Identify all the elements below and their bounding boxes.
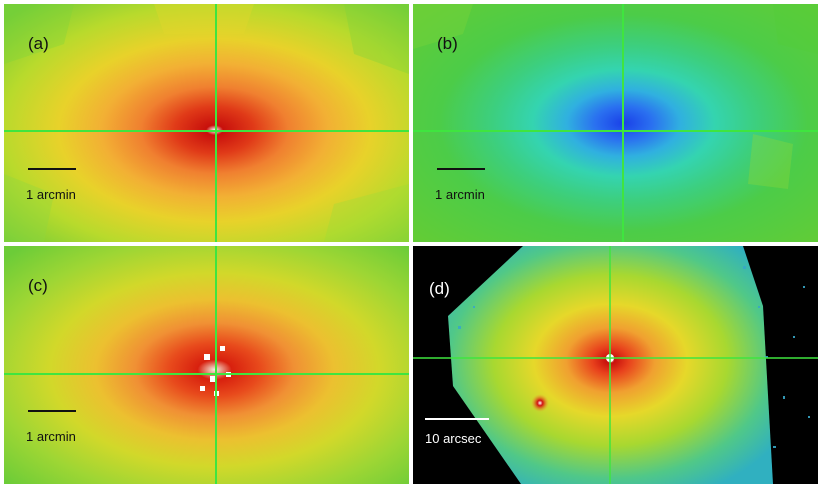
- panel-d-point-source: [531, 394, 549, 412]
- panel-b-image: [413, 4, 818, 242]
- panel-b-label: (b): [437, 34, 458, 53]
- panel-d-edge-noise: [458, 266, 810, 448]
- panel-c-map: (c) 1 arcmin: [4, 246, 409, 484]
- panel-d-scale-bar: [425, 418, 489, 420]
- panel-c-scale-label: 1 arcmin: [26, 429, 76, 444]
- panel-b-map: (b) 1 arcmin: [413, 4, 818, 242]
- panel-c-label: (c): [28, 276, 48, 295]
- panel-a-cells: [4, 4, 409, 242]
- panel-d-image: (d) 10 arcsec: [413, 246, 818, 484]
- panel-b-scale-bar: [437, 168, 485, 170]
- panel-d-scale-label: 10 arcsec: [425, 431, 482, 446]
- panel-a-scale-bar: [28, 168, 76, 170]
- panel-d-observation: [413, 246, 818, 484]
- panel-d-label: (d): [429, 279, 450, 298]
- panel-c-scale-bar: [28, 410, 76, 412]
- panel-b-cells: [413, 4, 818, 189]
- panel-a-label: (a): [28, 34, 49, 53]
- panel-b-scale-label: 1 arcmin: [435, 187, 485, 202]
- panel-a-temperature-map: (a) 1 arcmin: [4, 4, 409, 242]
- panel-a-scale-label: 1 arcmin: [26, 187, 76, 202]
- panel-c-image: [4, 246, 409, 484]
- panel-a-image: [4, 4, 409, 242]
